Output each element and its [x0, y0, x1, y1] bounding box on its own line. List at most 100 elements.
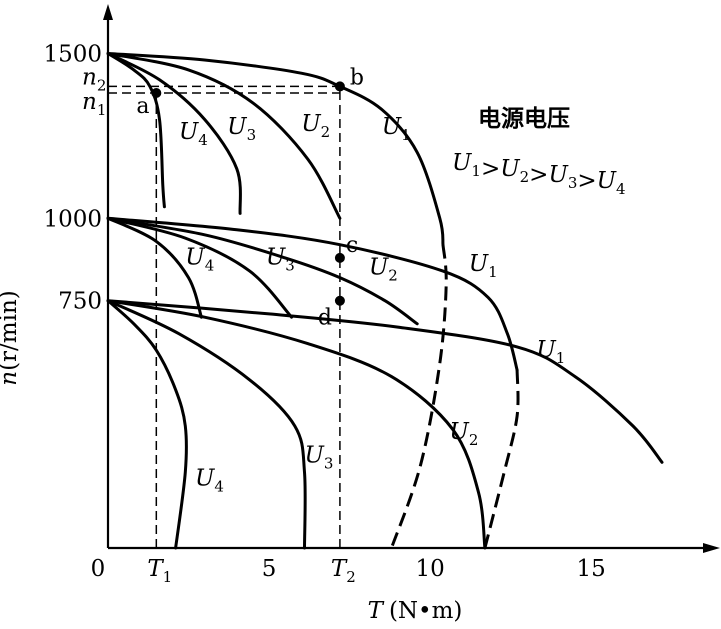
x-marked-label-T1: T1: [147, 556, 172, 586]
curve-label-U3-main: U: [266, 244, 287, 270]
y-marked-label-n1-main: n: [82, 89, 97, 115]
curve-label-U2-main: U: [301, 111, 322, 137]
curve-750-U1: [106, 299, 664, 464]
curve-1000-U1: [106, 216, 519, 372]
curve-label-U3: U3: [227, 114, 256, 144]
curve-label-U4-main: U: [185, 244, 206, 270]
axes: [103, 4, 720, 553]
curve-label-U4: U4: [195, 465, 224, 495]
curve-label-U1-main: U: [382, 114, 403, 140]
x-tick-label: 15: [577, 556, 606, 582]
legend-relation-part: U: [500, 156, 521, 182]
point-d: [334, 295, 345, 306]
x-marked-label-T2-sub: 2: [346, 568, 356, 586]
x-axis-var: T: [368, 598, 385, 624]
curve-750-U3: [106, 299, 307, 550]
curve-label-U2-sub: 2: [388, 266, 398, 284]
curve-label-U2-main: U: [369, 254, 390, 280]
y-tick-label: 1000: [43, 206, 102, 232]
legend-relation-sub: 1: [471, 162, 481, 180]
curve-750-U2: [106, 299, 487, 550]
y-marked-label-n1-sub: 1: [97, 101, 107, 119]
point-label-c: c: [346, 233, 358, 258]
x-axis-title: T (N•m): [368, 598, 463, 624]
curve-label-U4-sub: 4: [198, 131, 208, 149]
curve-1000-U3: [106, 216, 294, 319]
x-tick-label: 10: [415, 556, 444, 582]
x-axis-arrow: [703, 543, 720, 553]
curve-label-U3-sub: 3: [247, 126, 257, 144]
curve-label-U3-sub: 3: [285, 256, 295, 274]
y-marked-label-n2: n2: [82, 64, 106, 94]
x-marked-label-T1-main: T: [147, 556, 164, 582]
legend-relation-part: >: [529, 162, 548, 188]
y-axis-title: n(r/min): [0, 290, 22, 386]
curve-label-U2: U2: [301, 111, 330, 141]
curve-label-U4-sub: 4: [205, 256, 215, 274]
y-axis-unit: (r/min): [0, 290, 22, 371]
curve-label-U4: U4: [185, 244, 214, 274]
y-marked-label-n2-main: n: [82, 64, 97, 90]
curve-label-U1: U1: [382, 114, 411, 144]
y-tick-label: 1500: [43, 41, 102, 67]
curve-1500-U4: [106, 52, 166, 209]
point-label-a: a: [136, 94, 149, 119]
point-label-b: b: [350, 65, 364, 90]
curve-label-U4-sub: 4: [214, 477, 224, 495]
curve-label-U3-main: U: [304, 442, 325, 468]
curve-label-U4-main: U: [179, 119, 200, 145]
curve-label-U1-sub: 1: [401, 126, 411, 144]
point-c: [334, 252, 345, 263]
curve-label-U2: U2: [449, 419, 478, 449]
curve-1500-U2: [106, 52, 342, 220]
curve-label-U3-main: U: [227, 114, 248, 140]
legend-title: 电源电压: [478, 106, 570, 132]
curve-label-U1-sub: 1: [556, 349, 566, 367]
curve-label-U4-main: U: [195, 465, 216, 491]
point-b: [334, 81, 345, 92]
characteristic-curves: [106, 52, 664, 550]
curve-1000-U4: [106, 216, 203, 319]
curve-label-U2: U2: [369, 254, 398, 284]
curve-label-U2-main: U: [449, 419, 470, 445]
x-tick-label: 5: [262, 556, 277, 582]
x-axis-unit: (N•m): [389, 598, 462, 624]
legend-relation: U1>U2>U3>U4: [452, 150, 626, 198]
y-marked-label-n2-sub: 2: [97, 76, 107, 94]
curve-1500-U1-unstable: [390, 244, 448, 549]
curve-label-U1: U1: [536, 337, 565, 367]
x-marked-label-T2: T2: [331, 556, 356, 586]
curve-1500-U3: [106, 52, 242, 215]
curve-750-U4: [106, 299, 188, 550]
curve-1500-U1: [106, 52, 445, 247]
curve-1000-U1-unstable: [483, 369, 520, 549]
curve-label-U3: U3: [304, 442, 333, 472]
y-marked-label-n1: n1: [82, 89, 106, 119]
x-marked-label-T1-sub: 1: [163, 568, 173, 586]
curve-label-U1-main: U: [536, 337, 557, 363]
point-label-d: d: [318, 306, 332, 331]
point-a: [151, 88, 162, 99]
curve-1000-U2: [106, 216, 419, 326]
legend-relation-part: >: [481, 156, 500, 182]
legend-relation-part: U: [452, 150, 473, 176]
curve-label-U1-sub: 1: [488, 263, 498, 281]
legend-relation-sub: 3: [568, 174, 578, 192]
legend: 电源电压 U1>U2>U3>U4: [452, 106, 626, 198]
y-tick-label: 750: [58, 289, 102, 315]
legend-relation-part: >: [577, 168, 596, 194]
y-axis-var: n: [0, 371, 22, 386]
curve-label-U3-sub: 3: [324, 454, 334, 472]
curve-label-U4: U4: [179, 119, 208, 149]
legend-relation-sub: 4: [616, 180, 626, 198]
legend-relation-part: U: [597, 168, 618, 194]
curve-label-U2-sub: 2: [469, 431, 479, 449]
operating-points: a b c d: [136, 65, 364, 330]
x-tick-label: 0: [91, 556, 106, 582]
curve-label-U1-main: U: [469, 251, 490, 277]
curve-label-U3: U3: [266, 244, 295, 274]
legend-relation-part: U: [548, 162, 569, 188]
